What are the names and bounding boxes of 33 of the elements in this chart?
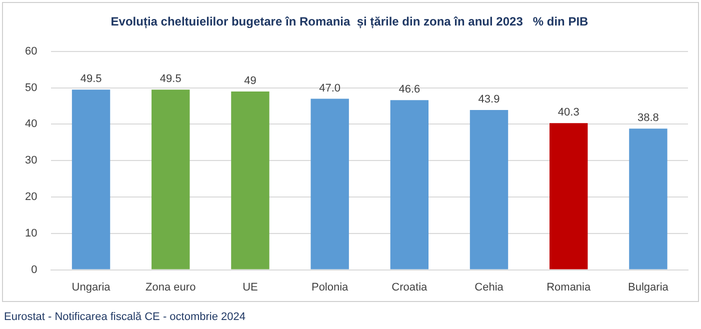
data-label: 46.6 (398, 84, 420, 96)
bar (310, 98, 349, 270)
y-tick-label: 30 (24, 154, 38, 167)
x-tick-label: UE (242, 281, 258, 294)
data-label: 38.8 (637, 112, 659, 124)
bar (550, 123, 588, 270)
bar (72, 90, 110, 270)
y-tick-label: 20 (24, 191, 38, 204)
chart-title: Evoluția cheltuielilor bugetare în Romania și țările din zona în anul 2023 % din PIB (110, 14, 589, 29)
bar (390, 100, 429, 270)
data-label: 49 (244, 74, 256, 87)
x-tick-label: Polonia (311, 281, 350, 294)
x-tick-label: Romania (546, 281, 592, 294)
y-tick-label: 50 (24, 82, 38, 94)
bar (231, 91, 270, 270)
y-tick-label: 10 (24, 227, 38, 240)
bar (629, 128, 668, 270)
bar (152, 90, 190, 270)
data-label: 49.5 (160, 73, 182, 86)
x-tick-label: Bulgaria (628, 281, 670, 294)
y-tick-label: 40 (24, 118, 38, 130)
data-label: 47.0 (319, 82, 341, 94)
x-tick-label: Cehia (474, 281, 504, 294)
x-tick-label: Ungaria (72, 281, 112, 294)
data-label: 40.3 (558, 106, 580, 119)
x-tick-label: Zona euro (146, 281, 196, 294)
text: Eurostat - Notificarea fiscală CE - octombrie 2024 (4, 311, 246, 323)
data-label: 43.9 (478, 94, 500, 106)
bar (470, 110, 508, 270)
y-tick-label: 60 (24, 45, 38, 58)
y-tick-label: 0 (31, 264, 38, 276)
x-tick-label: Croatia (392, 281, 428, 294)
data-label: 49.5 (80, 73, 102, 86)
